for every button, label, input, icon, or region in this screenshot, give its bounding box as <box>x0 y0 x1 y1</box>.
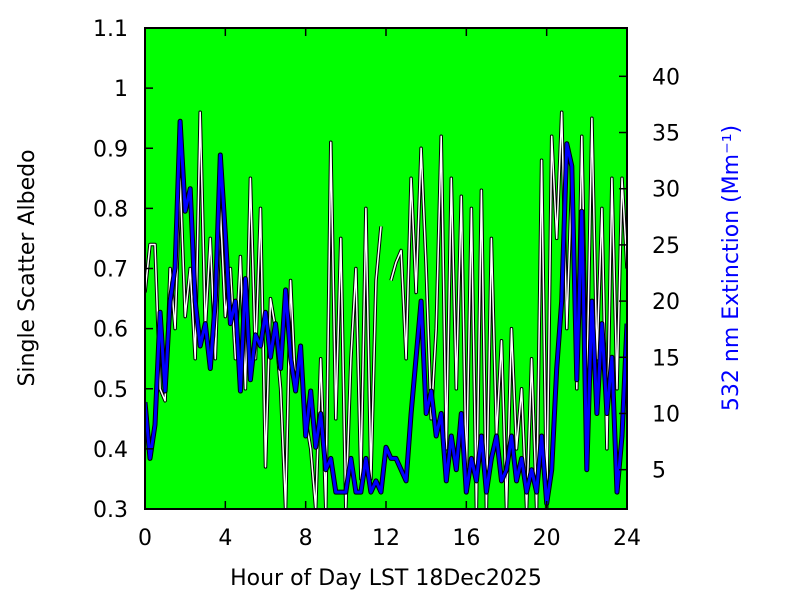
y2-tick-label: 30 <box>652 178 680 203</box>
y-tick-label: 0.6 <box>93 318 128 343</box>
y2-tick-label: 5 <box>652 459 666 484</box>
y2-tick-label: 20 <box>652 290 680 315</box>
y-tick-label: 0.4 <box>93 438 128 463</box>
x-axis-label: Hour of Day LST 18Dec2025 <box>230 566 542 591</box>
y-axis-label: Single Scatter Albedo <box>15 149 40 386</box>
x-tick-label: 12 <box>372 526 400 551</box>
x-tick-label: 16 <box>452 526 480 551</box>
y2-tick-label: 35 <box>652 122 680 147</box>
x-tick-label: 0 <box>138 526 152 551</box>
y2-axis-label: 532 nm Extinction (Mm⁻¹) <box>719 125 744 411</box>
y2-tick-label: 40 <box>652 65 680 90</box>
y-tick-label: 0.5 <box>93 378 128 403</box>
y2-tick-label: 25 <box>652 234 680 259</box>
x-tick-label: 4 <box>218 526 232 551</box>
y2-tick-label: 15 <box>652 346 680 371</box>
x-tick-label: 20 <box>533 526 561 551</box>
y-tick-label: 0.9 <box>93 137 128 162</box>
y-tick-label: 1 <box>114 77 128 102</box>
y-tick-label: 1.1 <box>93 17 128 42</box>
y-tick-label: 0.8 <box>93 197 128 222</box>
y-tick-label: 0.7 <box>93 258 128 283</box>
y2-tick-label: 10 <box>652 402 680 427</box>
x-tick-label: 8 <box>299 526 313 551</box>
y-tick-label: 0.3 <box>93 498 128 523</box>
x-tick-label: 24 <box>613 526 641 551</box>
